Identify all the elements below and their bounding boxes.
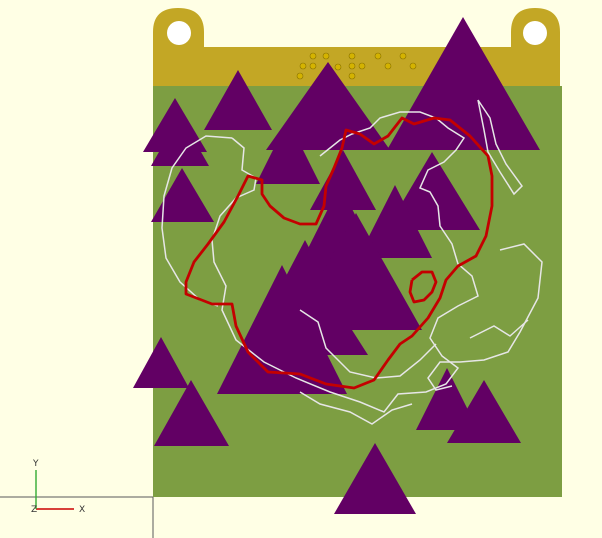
x-axis-label: X [79, 505, 85, 515]
red-outline [184, 116, 494, 390]
dot [374, 52, 382, 60]
triangle [416, 368, 478, 430]
dot [299, 62, 307, 70]
dot [309, 52, 317, 60]
dot [348, 52, 356, 60]
dot [348, 62, 356, 70]
dot [399, 52, 407, 60]
outline-path [161, 135, 233, 307]
triangle [204, 70, 272, 130]
header-strip [153, 8, 560, 86]
outline-path [469, 319, 529, 339]
triangle [386, 152, 480, 230]
triangle [266, 62, 390, 150]
mount-hole-left [167, 21, 191, 45]
dot [358, 62, 366, 70]
outline-path [408, 270, 438, 304]
dot [409, 62, 417, 70]
dot [309, 62, 317, 70]
dot [334, 63, 342, 71]
dot [384, 62, 392, 70]
triangle [151, 168, 214, 222]
z-axis-label: Z [31, 505, 37, 515]
outline-path [477, 99, 523, 196]
dot [322, 52, 330, 60]
dot [296, 72, 304, 80]
y-axis-label: Y [32, 459, 39, 469]
triangle [154, 380, 229, 446]
triangle [133, 337, 189, 388]
outline-path [211, 111, 479, 413]
triangle [447, 380, 521, 443]
triangles [133, 17, 540, 514]
outline-path [184, 116, 494, 390]
triangle [334, 443, 416, 514]
axes-indicator: X Y Z [0, 459, 154, 538]
triangle [151, 115, 209, 166]
outline-path [299, 309, 437, 379]
white-outline [161, 99, 543, 425]
triangle [256, 120, 320, 184]
outline-path [299, 391, 413, 425]
triangle [217, 265, 347, 394]
outline-path [427, 243, 543, 391]
triangle [358, 185, 432, 258]
mount-hole-right [523, 21, 547, 45]
triangle [272, 280, 368, 355]
dot [348, 72, 356, 80]
triangle [387, 17, 540, 150]
